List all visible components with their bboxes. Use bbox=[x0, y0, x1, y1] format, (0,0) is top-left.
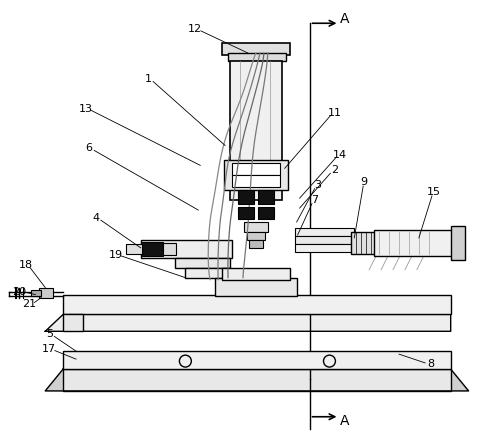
Bar bbox=[258, 190, 274, 204]
Text: 20: 20 bbox=[12, 286, 26, 297]
Text: 18: 18 bbox=[20, 260, 34, 270]
Bar bbox=[141, 240, 232, 258]
Text: 13: 13 bbox=[79, 104, 93, 114]
Bar bbox=[258, 207, 274, 219]
Bar bbox=[141, 242, 163, 256]
Bar bbox=[451, 226, 465, 260]
Polygon shape bbox=[45, 369, 468, 391]
Text: 6: 6 bbox=[85, 143, 93, 154]
Bar bbox=[249, 240, 263, 248]
Bar bbox=[63, 369, 451, 391]
Bar bbox=[228, 53, 286, 61]
Bar bbox=[232, 175, 280, 187]
Bar bbox=[63, 294, 451, 315]
Bar bbox=[230, 61, 282, 200]
Bar bbox=[232, 163, 280, 175]
Bar bbox=[185, 268, 230, 278]
Bar bbox=[224, 160, 288, 190]
Bar bbox=[126, 244, 142, 254]
Text: 4: 4 bbox=[92, 213, 100, 223]
Text: 14: 14 bbox=[332, 150, 346, 161]
Bar bbox=[31, 290, 41, 296]
Bar bbox=[222, 43, 290, 55]
Bar bbox=[163, 243, 177, 255]
Bar bbox=[247, 232, 265, 240]
Text: 8: 8 bbox=[427, 359, 434, 369]
Bar bbox=[295, 236, 354, 244]
Bar bbox=[63, 351, 451, 369]
Text: 17: 17 bbox=[42, 344, 56, 354]
Bar bbox=[295, 244, 354, 252]
Bar bbox=[244, 222, 268, 232]
Bar bbox=[238, 190, 254, 204]
Bar bbox=[215, 278, 297, 296]
Bar bbox=[63, 315, 83, 331]
Text: 7: 7 bbox=[311, 195, 318, 205]
Text: A: A bbox=[340, 414, 349, 428]
Polygon shape bbox=[45, 315, 451, 331]
Bar bbox=[222, 268, 290, 280]
Bar bbox=[175, 258, 230, 268]
Bar bbox=[374, 230, 454, 256]
Text: 2: 2 bbox=[331, 165, 338, 175]
Text: 19: 19 bbox=[109, 250, 123, 260]
Text: 5: 5 bbox=[46, 329, 53, 339]
Text: 15: 15 bbox=[427, 187, 441, 197]
Text: 21: 21 bbox=[22, 300, 37, 309]
Bar bbox=[40, 288, 53, 297]
Bar bbox=[351, 232, 376, 254]
Text: 12: 12 bbox=[188, 24, 203, 34]
Bar bbox=[238, 207, 254, 219]
Text: 11: 11 bbox=[327, 108, 342, 117]
Text: 9: 9 bbox=[361, 177, 368, 187]
Text: 3: 3 bbox=[314, 180, 321, 190]
Text: A: A bbox=[340, 12, 349, 26]
Bar bbox=[295, 228, 354, 236]
Text: 1: 1 bbox=[145, 74, 152, 84]
